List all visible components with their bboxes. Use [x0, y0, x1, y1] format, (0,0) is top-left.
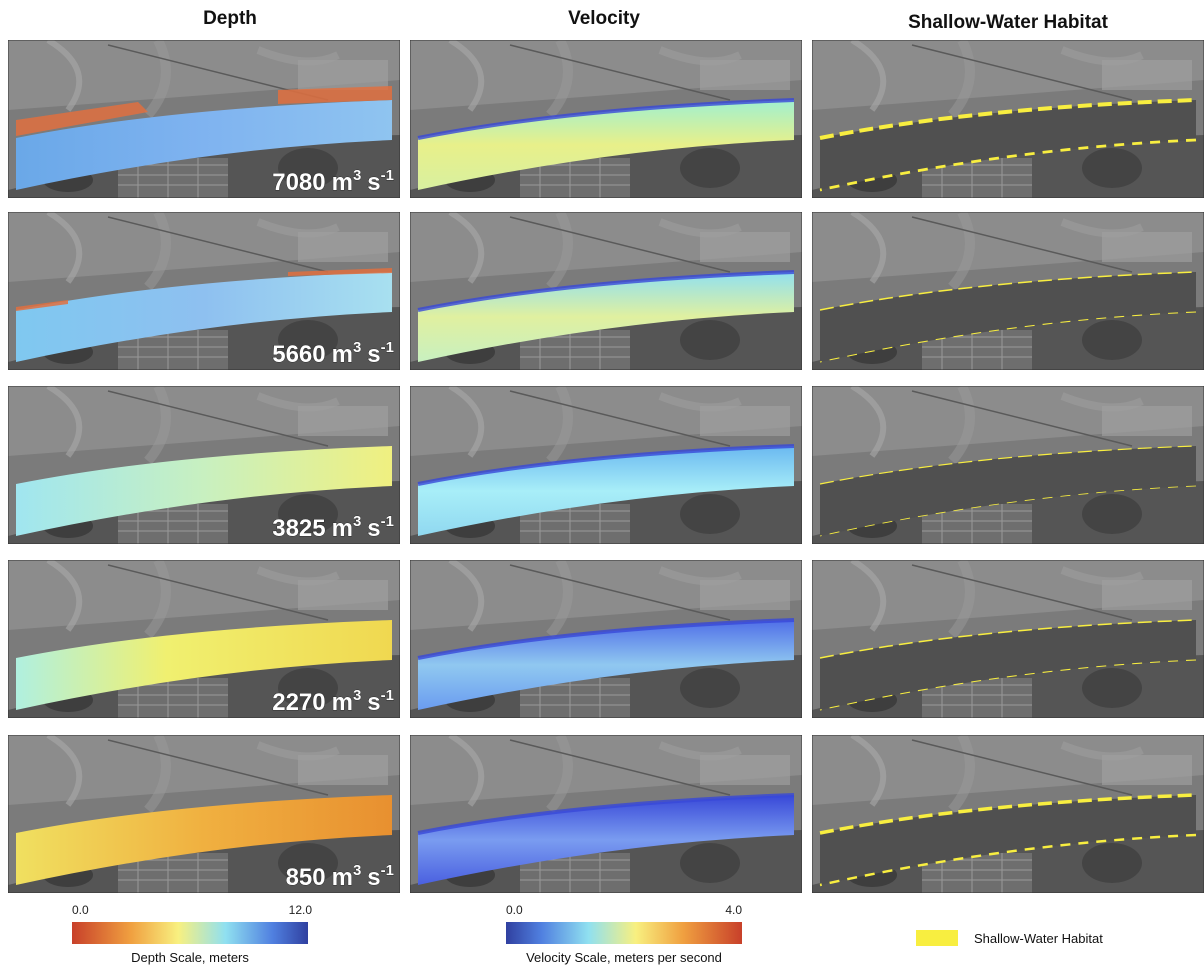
unit-exponent: -1	[381, 687, 394, 704]
map-panel	[410, 212, 802, 370]
unit: m	[332, 515, 353, 542]
habitat-edge	[819, 793, 1197, 835]
habitat-edge	[819, 138, 1197, 192]
map-panel	[812, 735, 1204, 893]
map-panel: 3825 m3 s-1	[8, 386, 400, 544]
map-panel	[812, 386, 1204, 544]
scale-caption: Velocity Scale, meters per second	[526, 950, 722, 965]
column-title: Depth	[203, 8, 257, 29]
habitat-edge	[819, 271, 1197, 311]
unit: s	[367, 864, 380, 891]
river-edge	[417, 270, 795, 312]
map-panel	[410, 735, 802, 893]
column-title: Velocity	[568, 8, 640, 29]
unit-exponent: 3	[353, 687, 361, 704]
discharge-value: 850	[286, 864, 326, 891]
habitat-edge	[819, 659, 1197, 711]
unit: m	[332, 864, 353, 891]
river-edge	[417, 618, 795, 660]
depth-colorbar	[72, 922, 308, 944]
map-panel	[812, 560, 1204, 718]
unit-exponent: -1	[381, 167, 394, 184]
discharge-label: 2270 m3 s-1	[272, 687, 394, 716]
map-panel: 2270 m3 s-1	[8, 560, 400, 718]
map-panel	[410, 40, 802, 198]
habitat-edge	[819, 619, 1197, 659]
velocity-colorbar	[506, 922, 742, 944]
unit-exponent: 3	[353, 513, 361, 530]
discharge-label: 3825 m3 s-1	[272, 513, 394, 542]
discharge-label: 850 m3 s-1	[286, 862, 394, 891]
shallow-margin	[16, 268, 392, 311]
map-panel	[812, 40, 1204, 198]
habitat-edge	[819, 98, 1197, 140]
unit: m	[332, 341, 353, 368]
unit-exponent: -1	[381, 339, 394, 356]
column-title: Shallow-Water Habitat	[908, 12, 1109, 33]
map-panel	[410, 560, 802, 718]
discharge-label: 5660 m3 s-1	[272, 339, 394, 368]
scale-max: 12.0	[289, 903, 313, 917]
unit-exponent: 3	[353, 862, 361, 879]
map-panel: 7080 m3 s-1	[8, 40, 400, 198]
map-panel: 5660 m3 s-1	[8, 212, 400, 370]
map-panel	[812, 212, 1204, 370]
unit-exponent: 3	[353, 339, 361, 356]
unit: m	[332, 169, 353, 196]
legend-label: Shallow-Water Habitat	[974, 931, 1103, 946]
scale-min: 0.0	[506, 903, 523, 917]
shallow-margin	[16, 86, 392, 136]
scale-caption: Depth Scale, meters	[131, 950, 249, 965]
habitat-edge	[819, 311, 1197, 363]
river-edge	[417, 98, 795, 140]
map-panel	[410, 386, 802, 544]
unit: s	[367, 515, 380, 542]
habitat-edge	[819, 445, 1197, 485]
scale-min: 0.0	[72, 903, 89, 917]
discharge-value: 3825	[272, 515, 325, 542]
habitat-edge	[819, 833, 1197, 887]
river-edge	[417, 444, 795, 486]
habitat-edge	[819, 485, 1197, 537]
unit: s	[367, 169, 380, 196]
unit-exponent: -1	[381, 513, 394, 530]
unit: m	[332, 689, 353, 716]
unit-exponent: -1	[381, 862, 394, 879]
discharge-label: 7080 m3 s-1	[272, 167, 394, 196]
unit: s	[367, 341, 380, 368]
legend-swatch	[916, 930, 958, 946]
unit: s	[367, 689, 380, 716]
map-panel: 850 m3 s-1	[8, 735, 400, 893]
unit-exponent: 3	[353, 167, 361, 184]
discharge-value: 2270	[272, 689, 325, 716]
discharge-value: 7080	[272, 169, 325, 196]
scale-max: 4.0	[725, 903, 742, 917]
discharge-value: 5660	[272, 341, 325, 368]
river-edge	[417, 793, 795, 835]
